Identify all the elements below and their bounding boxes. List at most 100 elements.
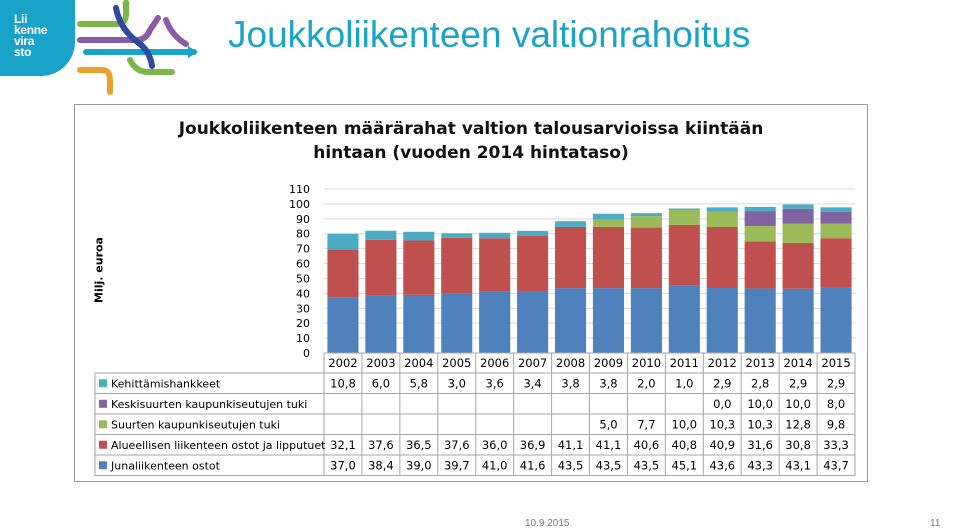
data-label: 43,7 [823,458,849,472]
legend-swatch [99,420,107,429]
data-label: 10,3 [709,417,735,431]
y-tick-label: 0 [303,347,310,360]
x-tick-label: 2011 [670,356,699,370]
bar-segment [327,297,359,353]
bar-segment [441,293,473,353]
legend-swatch [99,440,107,449]
data-label: 41,1 [558,438,584,452]
data-label: 32,1 [330,438,356,452]
bar-segment [668,210,700,225]
bar-segment [327,249,359,298]
bar-segment [554,226,587,289]
x-tick-label: 2006 [480,356,509,370]
data-label: 1,0 [675,376,693,390]
bar-segment [479,232,511,239]
data-label: 10,8 [330,376,356,390]
data-label: 10,3 [747,417,773,431]
data-label: 41,1 [596,438,622,452]
bar-segment [630,216,662,228]
bar-segment [744,211,776,226]
data-label: 37,6 [444,438,470,452]
logo-route-lines-graphic [77,0,198,95]
logo-line-1: Lii [14,12,28,26]
bar-segment [782,208,814,224]
footer-date: 10.9.2015 [525,518,570,529]
bar-segment [517,230,549,236]
data-label: 41,0 [482,458,508,472]
data-label: 2,0 [637,376,655,390]
chart-title: Joukkoliikenteen määrärahat valtion talo… [74,117,868,165]
data-label: 39,7 [444,458,470,472]
bar-segment [820,238,852,288]
data-label: 33,3 [823,438,849,452]
bar-segment [441,237,473,294]
bar-segment [592,288,625,353]
bar-segment [479,291,511,353]
bar-segment [517,235,549,291]
bar-segment [403,294,435,353]
legend-swatch [99,461,107,470]
data-label: 3,8 [599,376,617,390]
x-tick-label: 2005 [442,356,471,370]
bar-segment [441,233,473,238]
bar-segment [706,287,738,353]
x-tick-label: 2015 [821,356,850,370]
data-label: 2,9 [713,376,731,390]
logo-line-2: kenne [14,23,48,37]
y-tick-label: 70 [296,243,310,256]
data-label: 2,9 [789,376,807,390]
data-label: 2,8 [751,376,769,390]
data-label: 10,0 [747,397,773,411]
legend-entry: Suurten kaupunkiseutujen tuki [111,418,280,431]
data-label: 36,5 [406,438,432,452]
data-label: 0,0 [713,397,731,411]
legend-entry: Keskisuurten kaupunkiseutujen tuki [111,398,307,411]
data-label: 36,0 [482,438,508,452]
page-number: 11 [930,518,941,529]
data-label: 37,6 [368,438,394,452]
x-tick-label: 2012 [708,356,737,370]
x-tick-label: 2003 [366,356,395,370]
y-tick-label: 20 [296,317,310,330]
bar-segment [554,221,587,227]
data-label: 30,8 [785,438,811,452]
logo-line-4: sto [14,45,32,59]
bar-segment [668,224,700,286]
bar-segment [744,241,776,289]
bar-segment [820,287,852,353]
data-label: 2,9 [827,376,845,390]
x-tick-label: 2004 [404,356,433,370]
bar-segment [744,206,776,212]
data-label: 3,6 [486,376,504,390]
bar-segment [820,211,852,224]
data-label: 5,8 [410,376,428,390]
bar-segment [365,239,397,296]
data-label: 5,0 [599,417,617,431]
data-label: 3,0 [448,376,466,390]
bar-segment [820,223,852,239]
y-tick-label: 60 [296,258,310,271]
y-tick-label: 80 [296,228,310,241]
data-label: 31,6 [747,438,773,452]
data-label: 40,9 [709,438,735,452]
x-tick-label: 2014 [783,356,812,370]
data-label: 10,0 [785,397,811,411]
y-tick-label: 10 [296,332,310,345]
bar-segment [403,240,435,295]
bar-segment [365,295,397,353]
chart-title-line-1: Joukkoliikenteen määrärahat valtion talo… [178,119,764,139]
bar-segment [782,242,814,289]
legend-entry: Alueellisen liikenteen ostot ja lipputue… [111,439,326,452]
chart-title-line-2: hintaan (vuoden 2014 hintataso) [313,143,629,163]
bar-segment [592,219,625,227]
bar-segment [706,211,738,228]
bar-segment [517,290,549,353]
data-label: 38,4 [368,458,394,472]
data-label: 43,5 [596,458,622,472]
data-label: 43,1 [785,458,811,472]
data-label: 43,5 [558,458,584,472]
legend-entry: Junaliikenteen ostot [110,459,221,472]
bar-segment [744,288,776,353]
slide-title: Joukkoliikenteen valtionrahoitus [228,14,751,55]
